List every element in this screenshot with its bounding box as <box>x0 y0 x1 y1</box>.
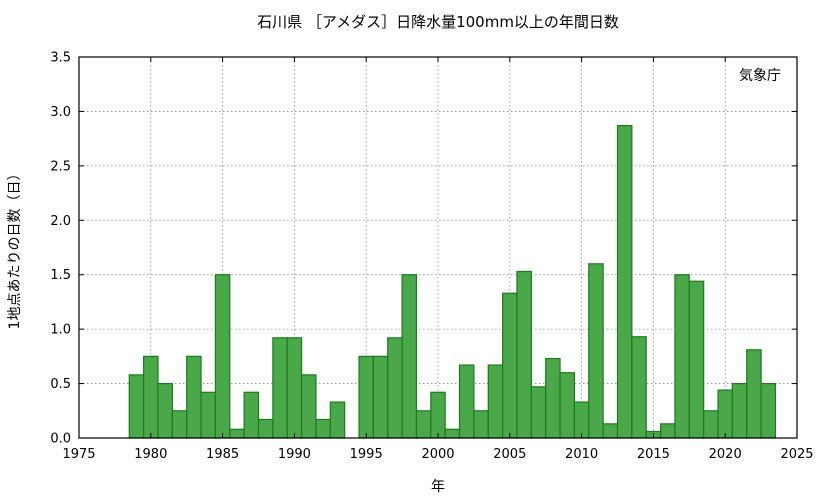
bar-1993 <box>329 401 346 439</box>
bar-2021 <box>731 382 748 439</box>
x-tick-label: 1985 <box>206 447 239 462</box>
x-tick-label: 1995 <box>350 447 383 462</box>
bar-2022 <box>746 349 762 439</box>
bar-2020 <box>717 389 733 439</box>
y-axis-label: 1地点あたりの日数（日） <box>7 167 23 330</box>
bar-1984 <box>200 391 217 439</box>
bar-1990 <box>286 337 303 439</box>
bar-2017 <box>674 274 690 439</box>
bar-1988 <box>257 418 274 439</box>
bar-1991 <box>300 374 317 439</box>
y-tick-label: 0.5 <box>50 377 71 392</box>
bar-1997 <box>387 337 403 439</box>
bar-2014 <box>631 336 647 439</box>
x-axis-label: 年 <box>431 479 445 495</box>
bar-2011 <box>588 263 604 439</box>
bar-2019 <box>703 410 719 439</box>
y-axis-ticks: 0.0 0.5 1.0 1.5 2.0 2.5 3.0 3.5 <box>50 51 797 447</box>
bar-1998 <box>401 274 418 439</box>
bar-2004 <box>487 364 504 439</box>
x-tick-label: 2015 <box>637 447 670 462</box>
x-tick-label: 1980 <box>134 447 167 462</box>
x-tick-label: 2020 <box>709 447 742 462</box>
y-tick-label: 2.0 <box>50 214 71 229</box>
bar-2005 <box>502 292 518 439</box>
bar-2023 <box>760 382 777 439</box>
bar-2012 <box>602 423 619 439</box>
bar-2016 <box>659 423 676 439</box>
bar-1995 <box>358 355 374 439</box>
bar-1982 <box>171 410 188 439</box>
bar-2013 <box>616 124 633 439</box>
bar-2009 <box>559 372 576 439</box>
y-tick-label: 3.5 <box>50 51 71 66</box>
bar-2003 <box>473 410 489 439</box>
bar-1989 <box>272 337 288 439</box>
bar-1992 <box>315 418 331 439</box>
y-tick-label: 0.0 <box>50 432 71 447</box>
bars <box>128 124 777 439</box>
bar-2002 <box>458 364 475 439</box>
x-tick-label: 2010 <box>565 447 598 462</box>
bar-1987 <box>243 391 260 439</box>
bar-2001 <box>444 428 461 439</box>
x-tick-label: 2025 <box>780 447 813 462</box>
bar-2018 <box>688 280 705 439</box>
bar-2007 <box>530 386 547 439</box>
bar-1985 <box>214 274 231 439</box>
bar-1981 <box>157 382 173 439</box>
x-tick-label: 1990 <box>278 447 311 462</box>
bar-2008 <box>545 357 561 439</box>
x-tick-label: 2000 <box>421 447 454 462</box>
y-tick-label: 1.0 <box>50 323 71 338</box>
y-tick-label: 3.0 <box>50 105 71 120</box>
bar-1983 <box>186 355 202 439</box>
bar-1996 <box>372 355 389 439</box>
x-tick-label: 2005 <box>493 447 526 462</box>
bar-2000 <box>430 391 446 439</box>
bar-1999 <box>415 410 432 439</box>
bar-1980 <box>143 355 159 439</box>
x-axis-ticks: 1975 1980 1985 1990 1995 2000 2005 2010 2015 2020… <box>62 57 814 462</box>
y-tick-label: 1.5 <box>50 268 71 283</box>
bar-2010 <box>573 401 590 439</box>
chart-title: 石川県 ［アメダス］日降水量100mm以上の年間日数 <box>257 13 619 31</box>
y-tick-label: 2.5 <box>50 159 71 174</box>
x-tick-label: 1975 <box>62 447 95 462</box>
source-credit: 気象庁 <box>739 68 781 84</box>
bar-1979 <box>128 374 145 439</box>
bar-2006 <box>516 270 532 439</box>
bar-1986 <box>229 428 245 439</box>
